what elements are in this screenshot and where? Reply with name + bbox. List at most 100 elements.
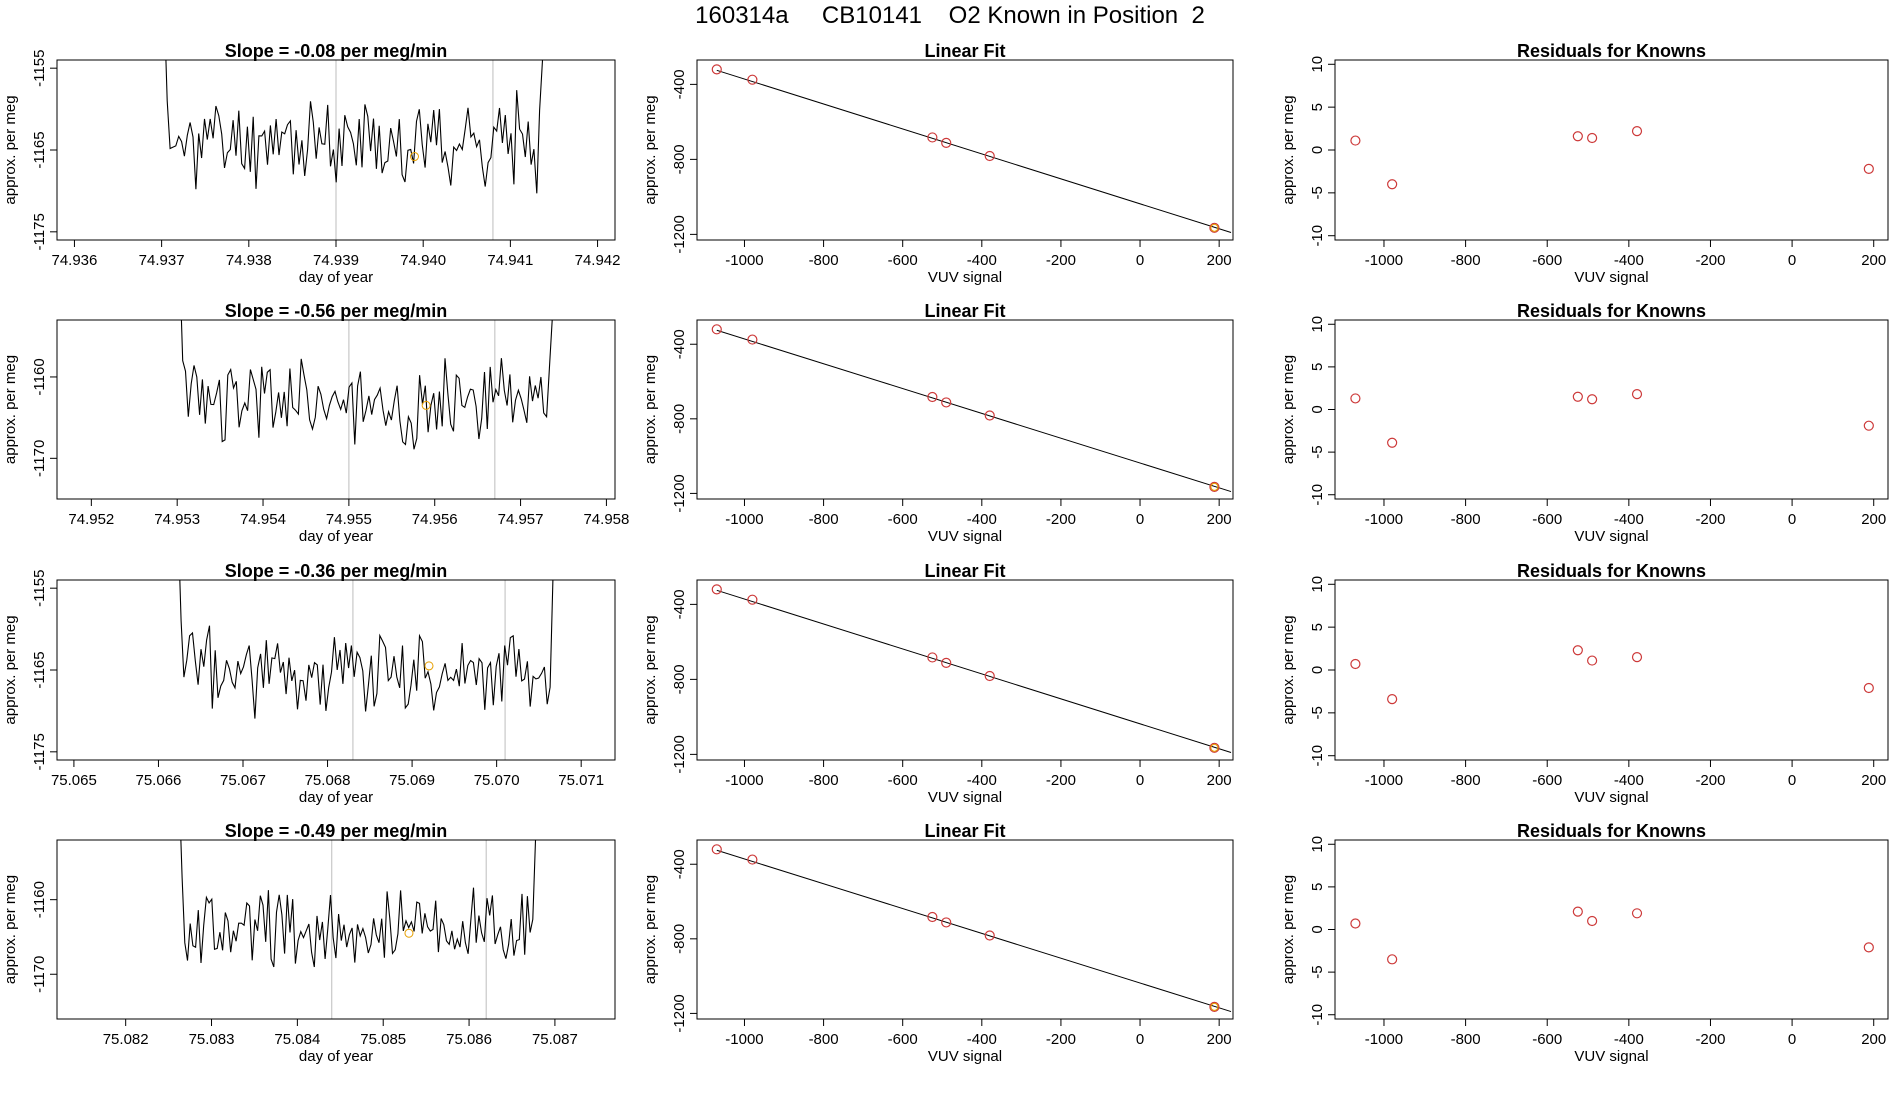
drift-r2-highlight-point [421,400,431,410]
fit-r2-plot-box [696,319,1234,500]
fit-r1-ylabel: approx. per meg [642,95,659,204]
fit-r4-known-point [941,917,952,928]
drift-r4-ytick-label: -1160 [31,881,48,918]
drift-r2-xtick-label: 74.952 [68,511,114,528]
drift-r3-plot-box [56,579,616,761]
residuals-r2-ytick-label: -10 [1309,484,1326,506]
fit-r2-xtick-label: -200 [1046,511,1076,528]
drift-r2-ytick-label: -1170 [31,440,48,477]
residuals-r4-ytick-label: 0 [1309,925,1326,933]
drift-r3-xlabel: day of year [299,789,373,806]
fit-r1-xlabel: VUV signal [928,269,1002,286]
drift-r2-xtick-label: 74.954 [240,511,286,528]
drift-r2-plot-box [56,319,616,500]
drift-r3-xtick-label: 75.069 [389,772,435,789]
fit-r2-known-point [927,391,938,403]
fit-r2-known-point [984,410,995,421]
fit-r2-ytick-label: -800 [671,404,688,434]
fit-r3-xtick-label: -1000 [725,772,763,789]
residuals-r1-ytick-label: -10 [1309,225,1326,247]
residuals-r2-xtick-label: -400 [1614,511,1644,528]
residuals-r3-ytick-label: -10 [1309,745,1326,767]
drift-r2-trace-line [180,320,553,450]
residuals-r2-xlabel: VUV signal [1574,528,1648,545]
residuals-r1-xtick-label: -400 [1614,252,1644,269]
residuals-r1-xlabel: VUV signal [1574,269,1648,286]
residuals-r1-residual-point [1587,132,1598,144]
fit-r4-known-point [711,844,722,855]
residuals-r2-residual-point [1387,437,1398,448]
drift-r1-xtick-label: 74.941 [487,252,533,269]
fit-r1-highlight-point [1210,223,1219,232]
fit-r3-known-point [984,670,995,682]
residuals-r1-xtick-label: -1000 [1365,252,1403,269]
residuals-r2-ytick-label: 5 [1309,363,1326,371]
fit-r2-known-point [711,324,722,335]
drift-r4-trace-line [180,840,537,968]
drift-r1-trace-line [165,60,544,194]
residuals-r3-xlabel: VUV signal [1574,789,1648,806]
fit-r1-known-point [927,132,938,143]
fit-r1-known-point [1209,222,1220,233]
fit-r1-ytick-label: -800 [671,144,688,174]
residuals-r4-residual-point [1631,908,1643,919]
drift-r1-highlight-point [409,152,419,162]
fit-r3-xtick-label: 200 [1207,772,1232,789]
residuals-r4-xtick-label: -800 [1451,1031,1481,1048]
fit-r3-xtick-label: 0 [1136,772,1144,789]
residuals-r4-ytick-label: 10 [1309,836,1326,853]
fit-r1-plot-box [696,59,1234,241]
residuals-r3-xtick-label: 0 [1788,772,1796,789]
fit-r3-ytick-label: -1200 [671,735,688,773]
fit-r2-xtick-label: -800 [809,511,839,528]
fit-r4-ytick-label: -400 [671,849,688,879]
residuals-r3-xtick-label: -600 [1532,772,1562,789]
residuals-r2-residual-point [1572,391,1583,402]
fit-r4-known-point [747,854,758,865]
fit-r4-known-point [927,911,938,923]
fit-r3-ytick-label: -400 [671,589,688,619]
fit-r1-known-point [984,150,995,162]
fit-r1-xtick-label: -400 [967,252,997,269]
fit-r4-ylabel: approx. per meg [642,875,659,984]
drift-r2-ytick-label: -1160 [31,358,48,395]
drift-r1-plot-box [56,59,616,241]
residuals-r2-xtick-label: 0 [1788,511,1796,528]
drift-r4-xtick-label: 75.086 [446,1031,492,1048]
fit-r2-xtick-label: -400 [967,511,997,528]
drift-r2-xtick-label: 74.956 [412,511,458,528]
residuals-r4-residual-point [1350,918,1361,929]
drift-r4-xtick-label: 75.082 [103,1031,149,1048]
fit-r4-xtick-label: -400 [967,1031,997,1048]
drift-r2-xtick-label: 74.957 [498,511,544,528]
fit-r2-xtick-label: 200 [1207,511,1232,528]
fit-r4-xtick-label: -1000 [725,1031,763,1048]
fit-r3-fit-line [716,589,1232,753]
fit-r1-xtick-label: -800 [809,252,839,269]
residuals-r4-title: Residuals for Knowns [1517,821,1706,841]
residuals-r3-xtick-label: -400 [1614,772,1644,789]
residuals-r1-ytick-label: 10 [1309,56,1326,73]
residuals-r1-ytick-label: -5 [1309,186,1326,199]
fit-r3-plot-box [696,579,1234,761]
residuals-r1-residual-point [1631,126,1643,137]
drift-r1-xtick-label: 74.942 [575,252,621,269]
fit-r4-fit-line [716,849,1232,1013]
residuals-r2-plot-box [1334,319,1889,500]
drift-r4-ylabel: approx. per meg [2,875,19,984]
drift-r1-title: Slope = -0.08 per meg/min [225,41,448,61]
fit-r2-ytick-label: -1200 [671,474,688,512]
residuals-r2-residual-point [1631,389,1643,400]
residuals-r2-xtick-label: -800 [1451,511,1481,528]
drift-r1-xtick-label: 74.939 [313,252,359,269]
fit-r4-xtick-label: -600 [888,1031,918,1048]
residuals-r3-residual-point [1350,658,1361,670]
residuals-r4-residual-point [1572,906,1583,917]
drift-r3-ytick-label: -1165 [31,651,48,688]
fit-r3-xtick-label: -400 [967,772,997,789]
residuals-r1-residual-point [1387,179,1398,190]
fit-r2-xtick-label: -1000 [725,511,763,528]
residuals-r1-residual-point [1572,131,1583,142]
residuals-r4-xtick-label: -200 [1695,1031,1725,1048]
fit-r4-title: Linear Fit [924,821,1005,841]
